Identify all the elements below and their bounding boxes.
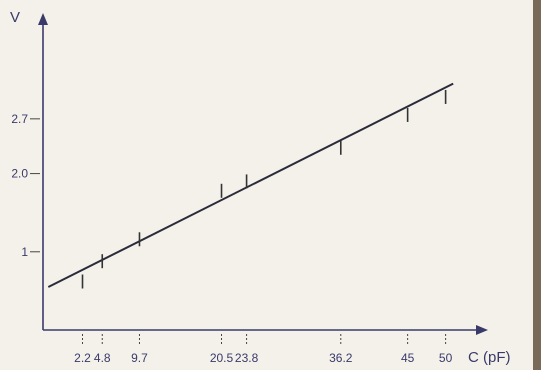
y-axis-arrow	[38, 13, 48, 25]
axes	[38, 13, 488, 335]
y-axis-label: V	[10, 9, 20, 26]
x-axis-arrow	[476, 325, 488, 335]
x-axis-label: C (pF)	[468, 349, 511, 366]
x-tick-label: 50	[439, 351, 453, 365]
x-tick-label: 45	[401, 351, 415, 365]
x-tick-label: 2.2	[74, 351, 91, 365]
data-points	[81, 89, 447, 289]
y-tick-label: 2.0	[11, 167, 28, 181]
x-tick-label: 36.2	[329, 351, 353, 365]
y-tick-label: 1	[21, 245, 28, 259]
x-ticks: 2.2 4.8 9.7 20.5 23.8 36.2 45 50	[74, 334, 453, 365]
y-ticks: 1 2.0 2.7	[11, 112, 40, 259]
x-tick-label: 23.8	[235, 351, 259, 365]
x-tick-label: 20.5	[210, 351, 234, 365]
right-page-edge	[533, 0, 541, 370]
y-tick-label: 2.7	[11, 112, 28, 126]
fit-line	[47, 82, 454, 288]
x-tick-label: 4.8	[94, 351, 111, 365]
x-tick-label: 9.7	[131, 351, 148, 365]
